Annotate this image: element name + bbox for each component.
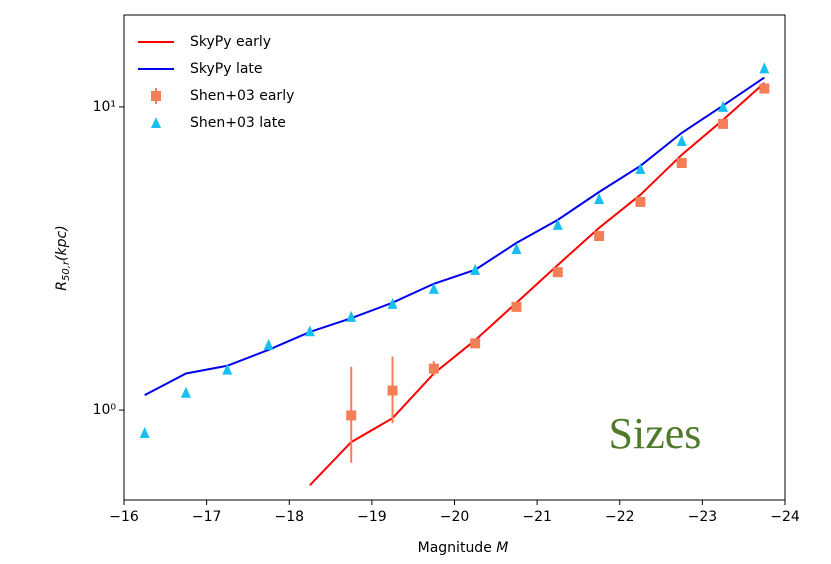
data-point — [552, 267, 563, 278]
legend-label: SkyPy late — [190, 61, 263, 77]
x-tick-label: −23 — [688, 509, 718, 525]
y-label-sub: 50,r — [61, 260, 72, 281]
annotation: Sizes — [609, 409, 702, 458]
x-tick-label: −19 — [357, 509, 387, 525]
x-axis-label: Magnitude M — [418, 540, 509, 556]
data-point — [387, 385, 398, 396]
y-axis-label: R50,r(kpc) — [54, 225, 72, 290]
x-tick-label: −20 — [440, 509, 470, 525]
data-point — [470, 263, 481, 275]
data-point — [511, 242, 522, 254]
data-point — [346, 310, 357, 322]
series-line — [144, 76, 765, 397]
x-label-symbol: M — [496, 540, 508, 556]
data-point — [222, 363, 233, 375]
data-point — [594, 192, 605, 204]
data-point — [139, 427, 150, 439]
y-tick-label: 10¹ — [93, 99, 116, 115]
y-label-symbol: R — [54, 281, 70, 291]
data-point — [718, 100, 729, 112]
x-tick-label: −21 — [522, 509, 552, 525]
y-tick-label: 10⁰ — [93, 402, 117, 418]
data-point — [263, 338, 274, 350]
x-tick-label: −22 — [605, 509, 635, 525]
x-tick-label: −17 — [192, 509, 222, 525]
data-point — [635, 163, 646, 175]
data-point — [676, 158, 687, 169]
data-point — [180, 386, 191, 398]
data-point — [759, 83, 770, 94]
data-point — [428, 363, 439, 374]
data-point — [759, 62, 770, 74]
y-label-unit: (kpc) — [54, 225, 70, 261]
data-point — [635, 196, 646, 207]
x-tick-label: −16 — [109, 509, 139, 525]
data-point — [594, 231, 605, 242]
data-point — [552, 218, 563, 230]
data-point — [346, 410, 357, 421]
data-point — [718, 118, 729, 129]
legend-handle — [151, 91, 161, 101]
series-line — [309, 82, 766, 486]
x-tick-label: −24 — [770, 509, 800, 525]
legend-label: SkyPy early — [190, 34, 271, 50]
data-point — [428, 282, 439, 294]
x-label-text: Magnitude — [418, 540, 492, 556]
legend-label: Shen+03 early — [190, 88, 294, 104]
data-point — [676, 134, 687, 146]
legend-label: Shen+03 late — [190, 115, 286, 131]
x-tick-label: −18 — [274, 509, 304, 525]
data-point — [470, 338, 481, 349]
data-point — [304, 325, 315, 337]
data-point — [387, 297, 398, 309]
data-point — [511, 301, 522, 312]
legend-handle — [151, 117, 161, 128]
